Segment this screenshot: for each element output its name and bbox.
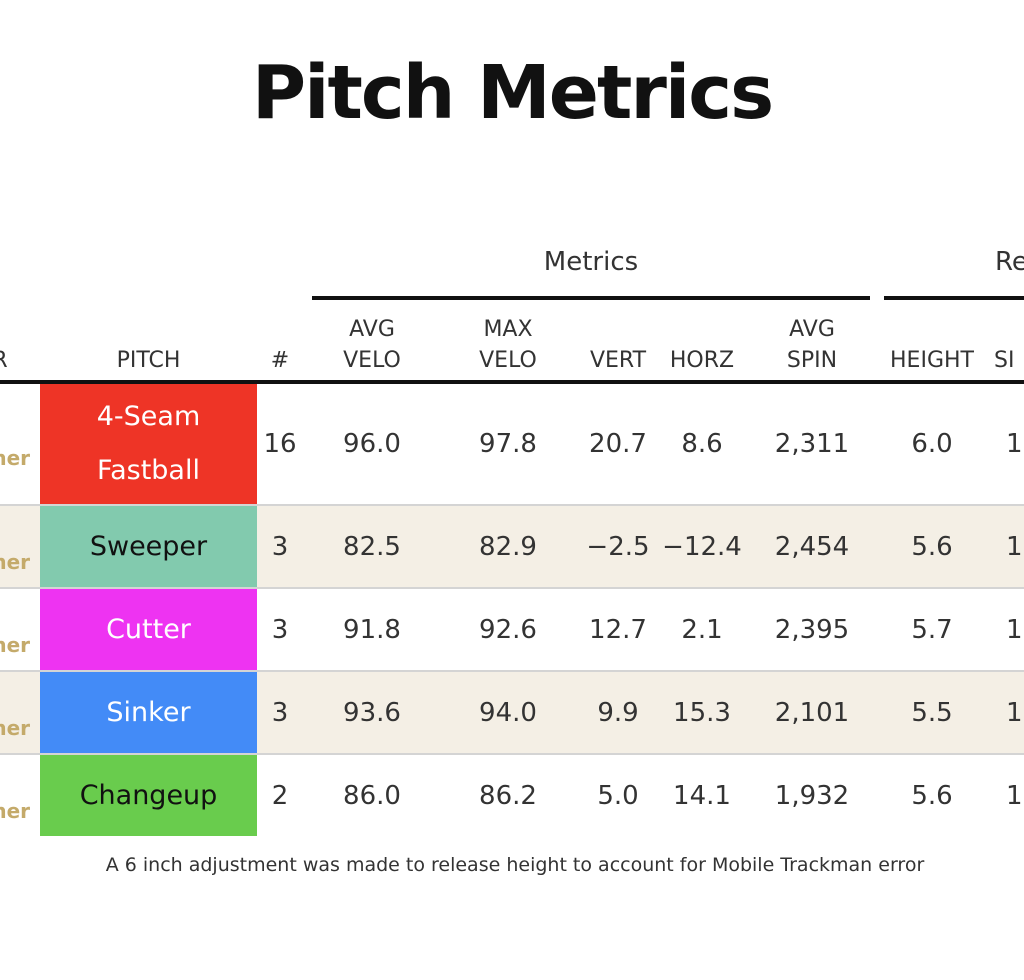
height-cell: 5.5 [911, 697, 953, 728]
avg-spin-cell: 2,101 [774, 697, 850, 728]
horz-cell: 14.1 [673, 780, 731, 811]
col-header-height: HEIGHT [890, 348, 974, 373]
max-velo-cell: 82.9 [479, 531, 537, 562]
pitcher-name: ner [0, 446, 30, 470]
table-row: ner Sweeper 3 82.5 82.9 −2.5 −12.4 2,454… [0, 506, 1024, 587]
avg-velo-cell: 96.0 [343, 429, 401, 459]
col-header-max-velo: MAX VELO [479, 317, 537, 373]
col-header-vert: VERT [589, 348, 647, 373]
pitcher-name: ner [0, 716, 30, 740]
horz-cell: 2.1 [681, 614, 723, 645]
table-row: ner Cutter 3 91.8 92.6 12.7 2.1 2,395 5.… [0, 589, 1024, 670]
side-cell: 1. [1006, 780, 1024, 811]
col-header-avg-velo: AVG VELO [343, 317, 401, 373]
table-row: ner Changeup 2 86.0 86.2 5.0 14.1 1,932 … [0, 755, 1024, 836]
avg-spin-cell: 2,454 [774, 531, 850, 562]
pitch-type-cell: Sweeper [40, 506, 257, 587]
pitcher-name: ner [0, 550, 30, 574]
pitcher-name: ner [0, 633, 30, 657]
count-cell: 2 [271, 780, 289, 811]
side-cell: 1. [1006, 531, 1024, 562]
table-row: ner 4-Seam Fastball 16 96.0 97.8 20.7 8.… [0, 384, 1024, 504]
row-separator [0, 504, 1024, 506]
side-cell: 1. [1006, 429, 1024, 459]
count-cell: 16 [263, 429, 297, 459]
side-cell: 1. [1006, 697, 1024, 728]
avg-spin-cell: 2,395 [774, 614, 850, 645]
avg-velo-cell: 91.8 [343, 614, 401, 645]
row-separator [0, 587, 1024, 589]
col-header-pitcher: R [0, 306, 10, 376]
table-row: ner Sinker 3 93.6 94.0 9.9 15.3 2,101 5.… [0, 672, 1024, 753]
count-cell: 3 [271, 697, 289, 728]
horz-cell: 15.3 [673, 697, 731, 728]
col-header-horz: HORZ [669, 348, 735, 373]
pitch-type-cell: Changeup [40, 755, 257, 836]
horz-cell: −12.4 [662, 531, 742, 562]
height-cell: 5.6 [911, 531, 953, 562]
height-cell: 5.7 [911, 614, 953, 645]
max-velo-cell: 94.0 [479, 697, 537, 728]
group-label-release: Re [995, 247, 1024, 277]
row-separator [0, 753, 1024, 755]
row-separator [0, 670, 1024, 672]
side-cell: 1. [1006, 614, 1024, 645]
vert-cell: −2.5 [586, 531, 650, 562]
max-velo-cell: 97.8 [479, 429, 537, 459]
count-cell: 3 [271, 531, 289, 562]
count-cell: 3 [271, 614, 289, 645]
vert-cell: 20.7 [589, 429, 647, 459]
height-cell: 6.0 [911, 429, 953, 459]
page-title: Pitch Metrics [251, 50, 774, 136]
col-header-avg-spin: AVG SPIN [786, 317, 838, 373]
horz-cell: 8.6 [681, 429, 723, 459]
col-header-count: # [270, 348, 290, 373]
col-header-side: SI [994, 348, 1015, 373]
avg-velo-cell: 93.6 [343, 697, 401, 728]
avg-velo-cell: 82.5 [343, 531, 401, 562]
height-cell: 5.6 [911, 780, 953, 811]
avg-velo-cell: 86.0 [343, 780, 401, 811]
header-rule [0, 380, 1024, 384]
pitch-type-cell: Sinker [40, 672, 257, 753]
avg-spin-cell: 2,311 [774, 429, 850, 459]
avg-spin-cell: 1,932 [774, 780, 850, 811]
col-header-pitch: PITCH [116, 348, 181, 373]
pitcher-name: ner [0, 799, 30, 823]
pitch-type-cell: Cutter [40, 589, 257, 670]
vert-cell: 5.0 [597, 780, 639, 811]
table-footnote: A 6 inch adjustment was made to release … [105, 854, 925, 876]
group-rule-release [884, 296, 1024, 300]
group-label-metrics: Metrics [543, 247, 639, 277]
pitch-type-cell: 4-Seam Fastball [40, 384, 257, 504]
max-velo-cell: 92.6 [479, 614, 537, 645]
group-rule-metrics [312, 296, 870, 300]
vert-cell: 9.9 [597, 697, 639, 728]
max-velo-cell: 86.2 [479, 780, 537, 811]
vert-cell: 12.7 [589, 614, 647, 645]
